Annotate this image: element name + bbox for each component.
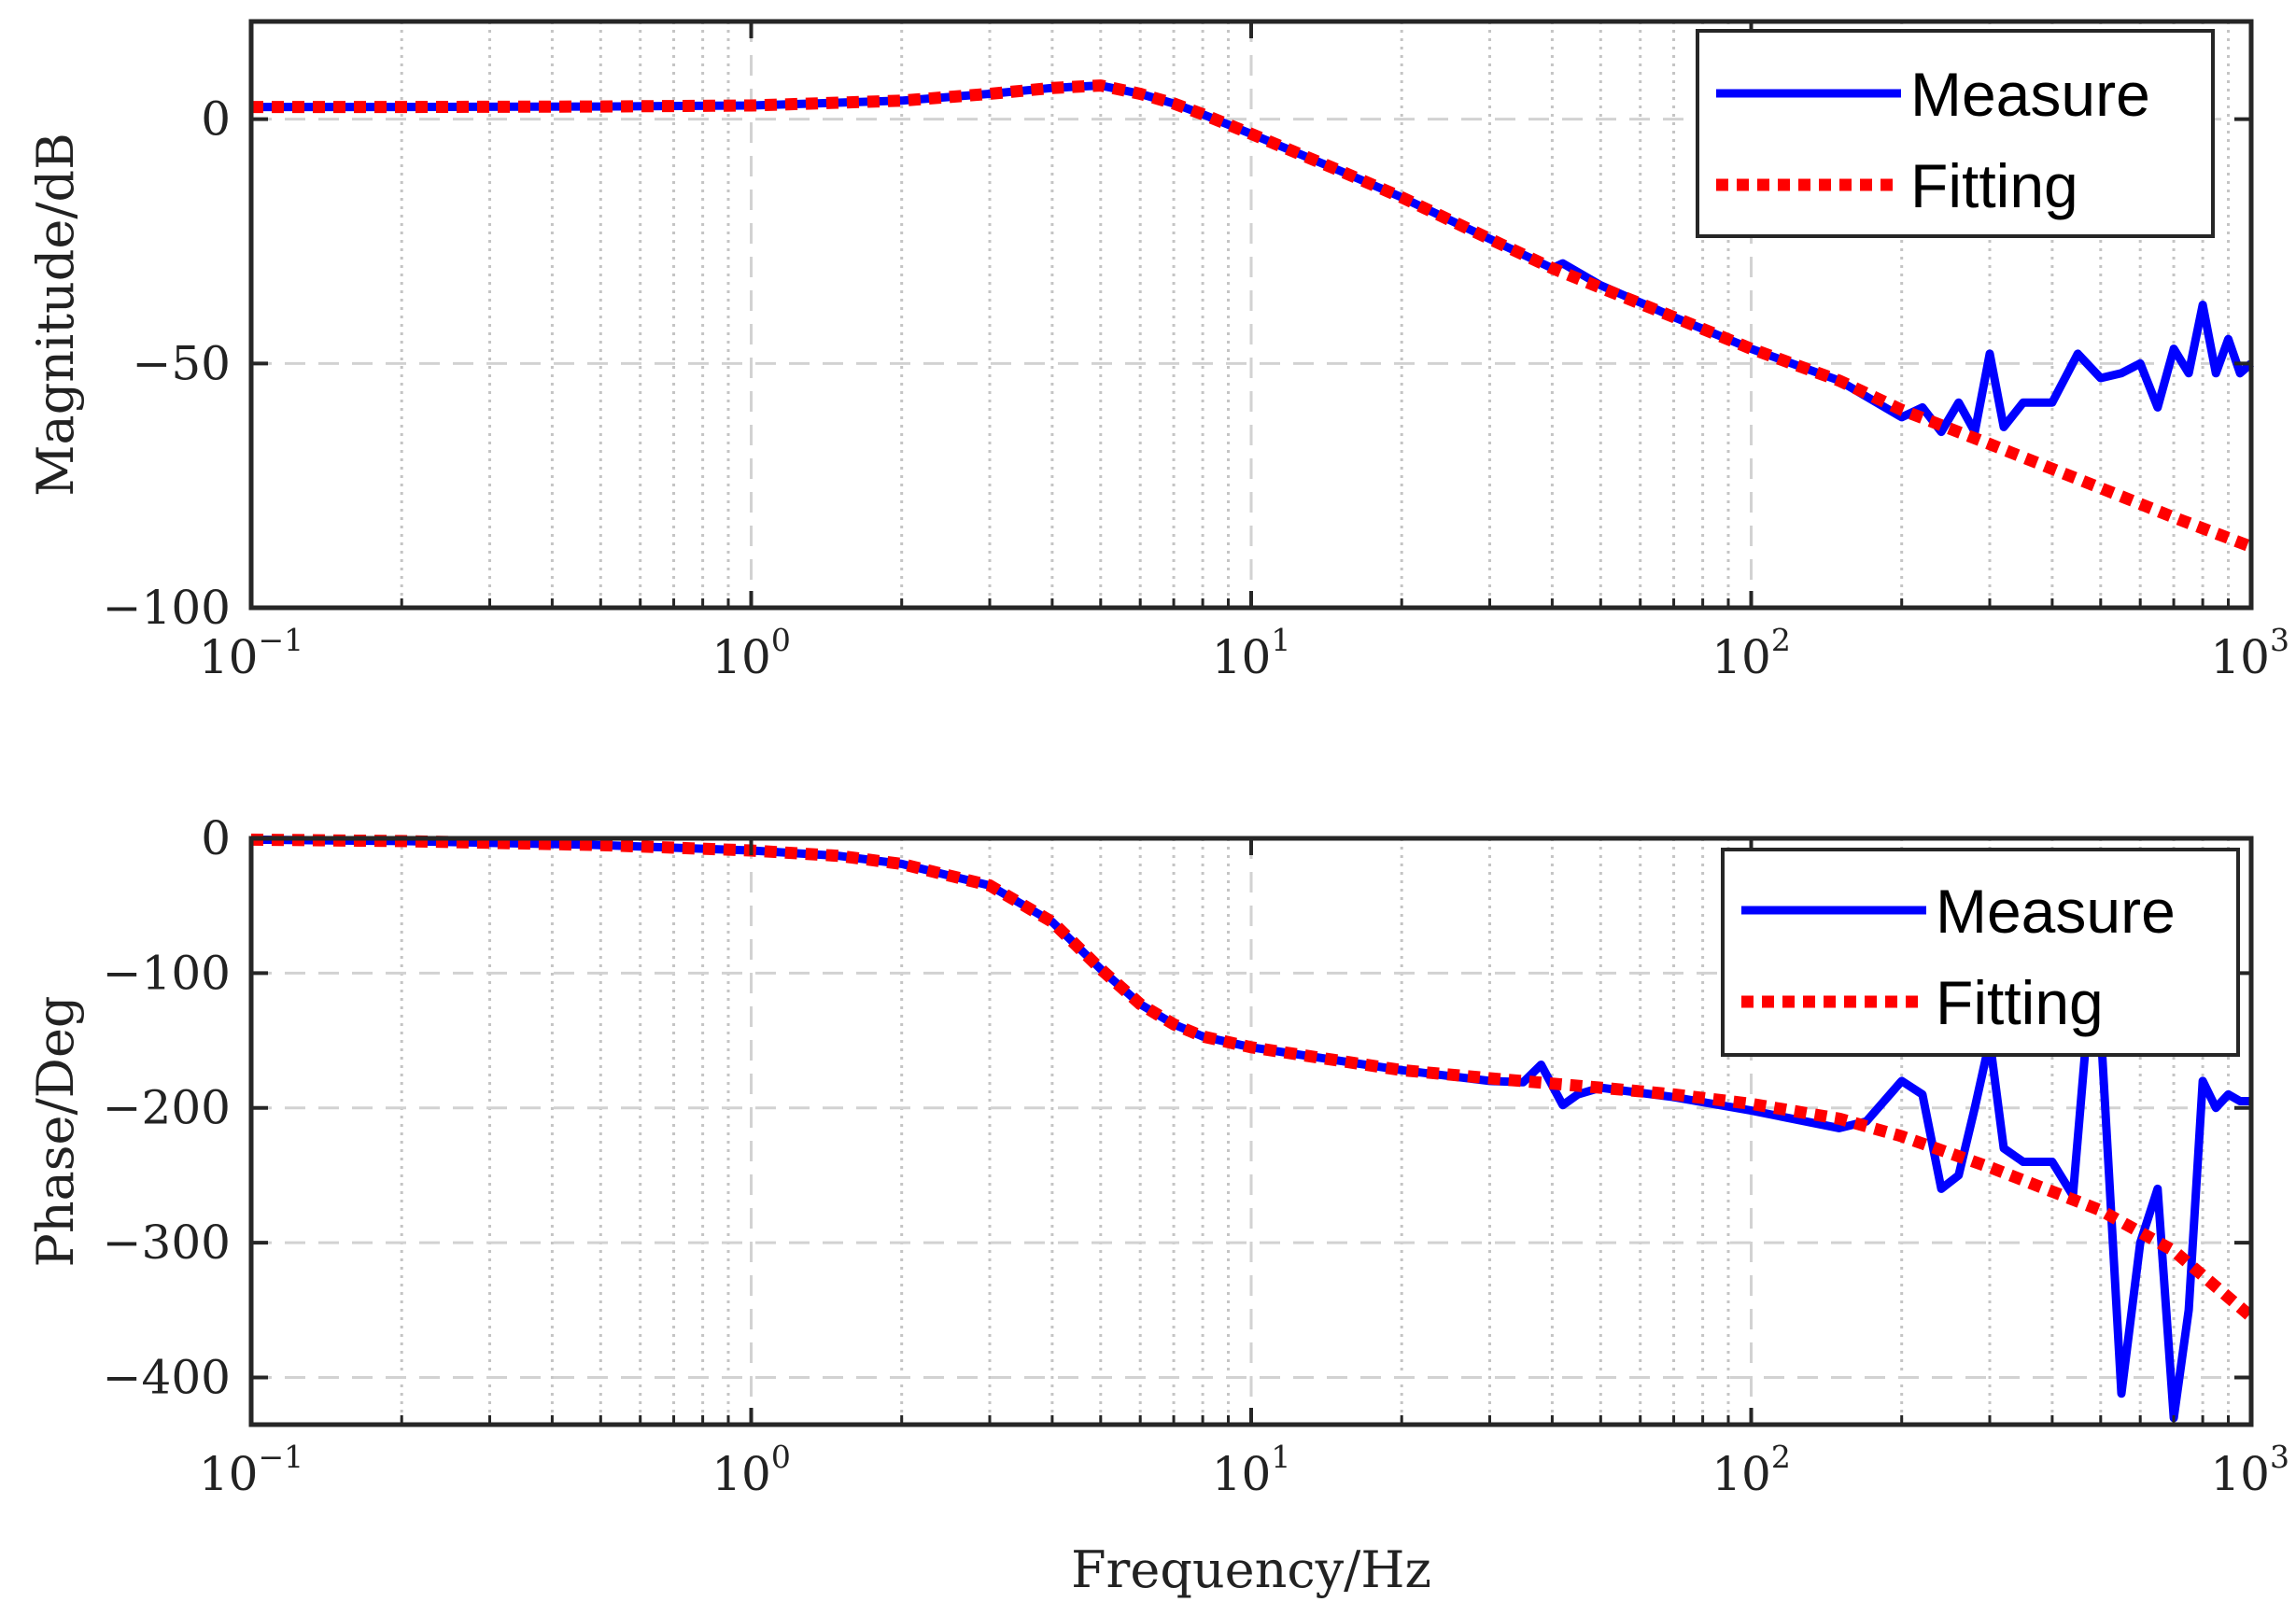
phase-x-tick-label-base: 10 <box>2210 1447 2270 1501</box>
magnitude-legend-box <box>1696 29 2215 238</box>
magnitude-x-tick-label-exponent: 1 <box>1271 622 1290 658</box>
phase-x-tick-label-base: 10 <box>711 1447 771 1501</box>
magnitude-x-tick-label-exponent: 2 <box>1771 622 1791 658</box>
phase-series <box>250 833 2256 1423</box>
phase-x-ticks: 10−1 100 101 102 103 <box>199 838 2289 1501</box>
phase-y-tick-label: 0 <box>201 811 231 865</box>
magnitude-x-tick-label-base: 10 <box>1711 630 1771 684</box>
phase-series-fitting-line <box>250 833 2256 1322</box>
magnitude-x-tick-label-base: 10 <box>1212 630 1272 684</box>
phase-y-axis-label: Phase/Deg <box>26 996 85 1268</box>
magnitude-legend: Measure Fitting <box>1696 29 2215 238</box>
magnitude-series <box>251 79 2254 553</box>
magnitude-series-fitting-line <box>251 79 2254 553</box>
phase-y-tick-label: −400 <box>103 1350 231 1404</box>
magnitude-x-tick-label-exponent: 0 <box>771 622 791 658</box>
magnitude-x-tick-label-base: 10 <box>199 630 259 684</box>
phase-legend-box <box>1721 848 2240 1057</box>
magnitude-x-tick-label-exponent: 3 <box>2270 622 2289 658</box>
phase-x-tick-label-exponent: 3 <box>2270 1439 2289 1475</box>
magnitude-x-tick-label: 10−1 <box>199 622 303 684</box>
phase-y-tick-label: −100 <box>103 946 231 1000</box>
magnitude-x-tick-label-base: 10 <box>711 630 771 684</box>
phase-x-tick-label: 102 <box>1711 1439 1791 1501</box>
magnitude-x-tick-label-exponent: −1 <box>258 622 303 658</box>
phase-y-tick-label: −200 <box>103 1081 231 1135</box>
phase-series-measure-line <box>250 835 2251 1423</box>
phase-x-tick-label-base: 10 <box>1711 1447 1771 1501</box>
phase-subplot: 0−100−200−300−400 10−1 100 101 102 103 Phase… <box>26 811 2289 1599</box>
phase-x-tick-label: 103 <box>2210 1439 2289 1501</box>
phase-x-tick-label-base: 10 <box>199 1447 259 1501</box>
phase-y-tick-label: −300 <box>103 1216 231 1270</box>
phase-x-tick-label-exponent: −1 <box>258 1439 303 1475</box>
magnitude-x-tick-label-base: 10 <box>2210 630 2270 684</box>
phase-x-tick-label: 101 <box>1212 1439 1291 1501</box>
magnitude-x-tick-label: 100 <box>711 622 791 684</box>
phase-x-tick-label-exponent: 2 <box>1771 1439 1791 1475</box>
phase-x-tick-label-base: 10 <box>1212 1447 1272 1501</box>
magnitude-subplot: 0−50−100 10−1 100 101 102 103 Magnitude/dB M… <box>26 19 2289 684</box>
magnitude-y-axis-label: Magnitude/dB <box>26 133 85 497</box>
magnitude-y-tick-label: 0 <box>201 92 231 147</box>
magnitude-series-measure-line <box>251 81 2254 437</box>
phase-legend-fitting-label: Fitting <box>1936 968 2104 1037</box>
phase-x-tick-label: 10−1 <box>199 1439 303 1501</box>
magnitude-legend-measure-label: Measure <box>1910 60 2150 129</box>
magnitude-y-tick-label: −100 <box>103 581 231 635</box>
phase-legend: Measure Fitting <box>1721 848 2240 1057</box>
magnitude-legend-fitting-label: Fitting <box>1910 151 2078 220</box>
magnitude-y-ticks: 0 −50 −100 <box>103 92 2251 635</box>
magnitude-x-tick-label: 102 <box>1711 622 1791 684</box>
phase-x-tick-label: 100 <box>711 1439 791 1501</box>
magnitude-x-tick-label: 101 <box>1212 622 1291 684</box>
phase-x-axis-label: Frequency/Hz <box>1071 1540 1431 1599</box>
magnitude-x-ticks: 10−1 100 101 102 103 <box>199 21 2289 684</box>
magnitude-y-tick-label: −50 <box>132 336 231 390</box>
phase-x-tick-label-exponent: 0 <box>771 1439 791 1475</box>
magnitude-x-tick-label: 103 <box>2210 622 2289 684</box>
phase-y-ticks: 0 −100 −200 −300 −400 <box>103 811 2251 1404</box>
phase-legend-measure-label: Measure <box>1936 877 2176 946</box>
phase-x-tick-label-exponent: 1 <box>1271 1439 1290 1475</box>
